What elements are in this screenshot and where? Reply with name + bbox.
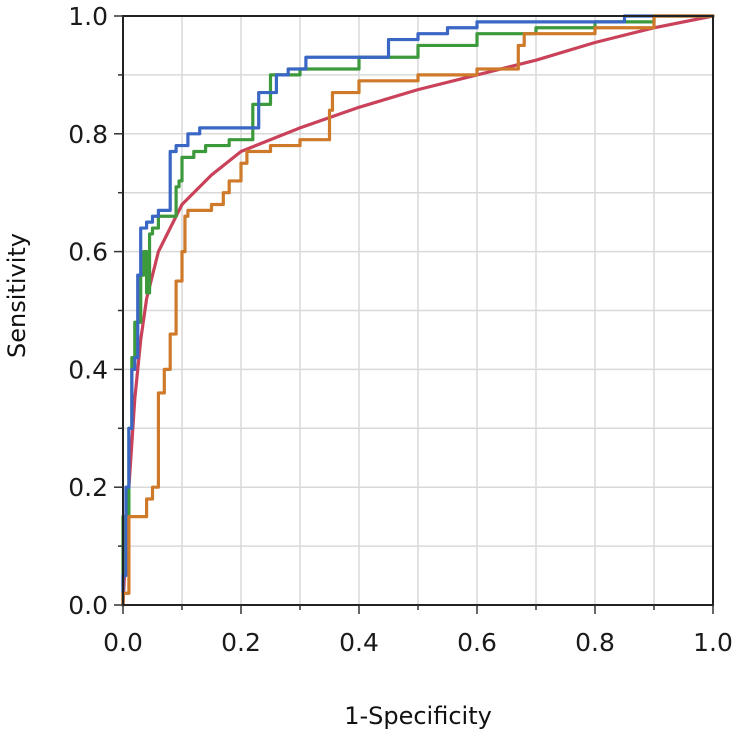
x-tick-label: 0.8 bbox=[575, 628, 615, 657]
roc-curve-1 bbox=[121, 14, 715, 607]
x-tick-label: 0.6 bbox=[457, 628, 497, 657]
x-tick-label: 1.0 bbox=[693, 628, 733, 657]
x-axis-title: 1-Specificity bbox=[344, 702, 492, 730]
y-tick-label: 0.4 bbox=[68, 355, 108, 384]
y-axis-title: Sensitivity bbox=[3, 233, 31, 358]
y-tick-label: 1.0 bbox=[68, 2, 108, 31]
tick-labels: 0.0 0.2 0.4 0.6 0.8 1.0 0.0 0.2 0.4 0.6 0.8 1.0 bbox=[68, 2, 733, 657]
x-tick-label: 0.0 bbox=[103, 628, 143, 657]
y-tick-label: 0.0 bbox=[68, 591, 108, 620]
grid bbox=[123, 16, 713, 605]
x-tick-label: 0.2 bbox=[221, 628, 261, 657]
roc-curve-2 bbox=[121, 14, 715, 607]
x-tick-label: 0.4 bbox=[339, 628, 379, 657]
series-layer bbox=[121, 14, 715, 607]
y-tick-label: 0.2 bbox=[68, 473, 108, 502]
roc-curve-4 bbox=[121, 14, 715, 607]
y-tick-label: 0.6 bbox=[68, 238, 108, 267]
roc-curve-3 bbox=[121, 14, 715, 607]
y-tick-label: 0.8 bbox=[68, 120, 108, 149]
